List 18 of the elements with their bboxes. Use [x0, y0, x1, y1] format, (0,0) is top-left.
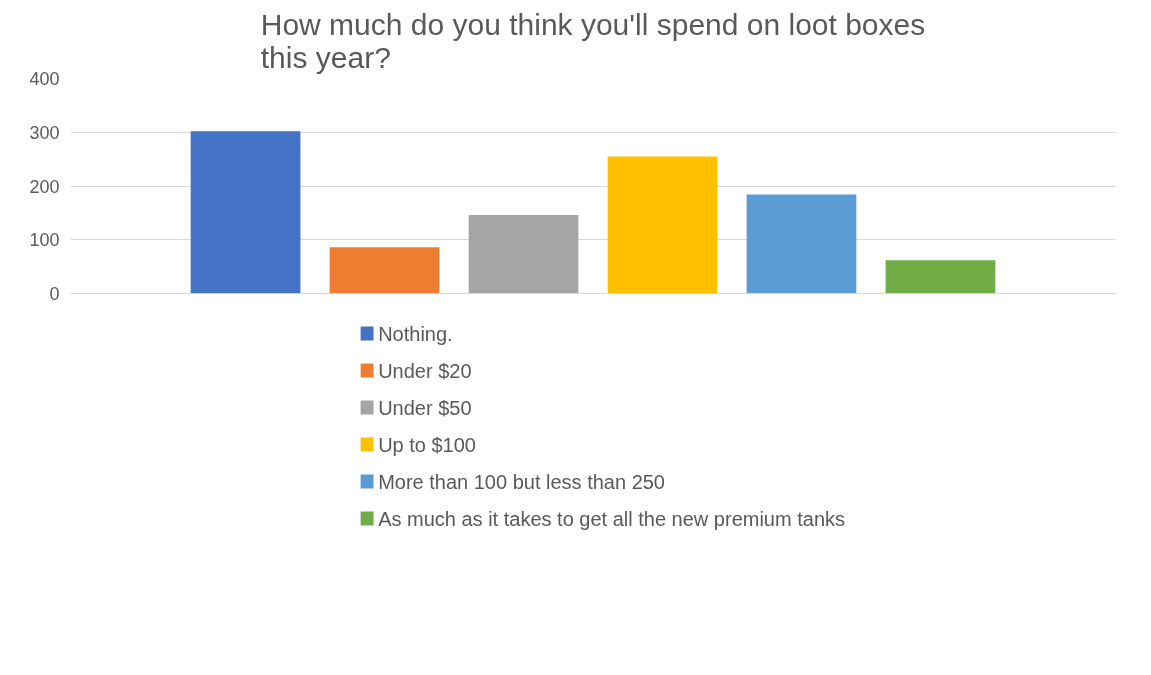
legend-label: Up to $100	[378, 433, 476, 456]
bar	[329, 247, 440, 294]
legend-label: Under $50	[378, 396, 472, 419]
legend-label: Nothing.	[378, 322, 453, 345]
legend-label: Under $20	[378, 359, 472, 382]
y-tick-label: 100	[29, 230, 60, 251]
bar	[746, 194, 857, 294]
bar	[468, 215, 579, 294]
bar	[607, 156, 718, 294]
chart-title: How much do you think you'll spend on loot boxes this year?	[260, 7, 926, 74]
bar	[885, 260, 996, 294]
y-tick-label: 200	[29, 176, 60, 197]
legend-label: More than 100 but less than 250	[378, 470, 666, 493]
y-tick-label: 300	[29, 122, 60, 143]
y-tick-label: 400	[29, 69, 60, 89]
legend-label: As much as it takes to get all the new premium tanks	[378, 507, 846, 530]
bar	[190, 131, 301, 294]
y-tick-label: 0	[49, 284, 60, 304]
